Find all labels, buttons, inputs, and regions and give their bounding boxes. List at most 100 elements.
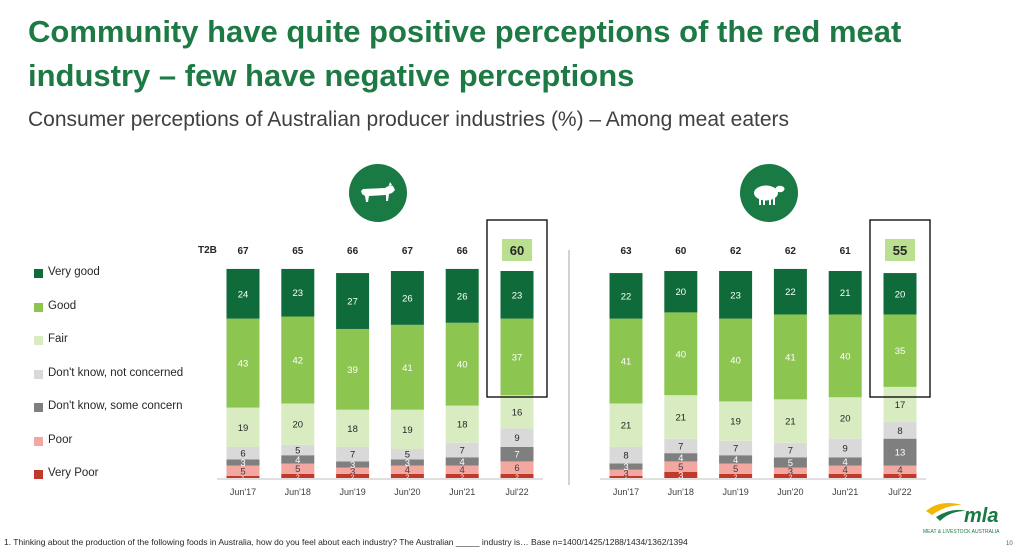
data-label: 4 xyxy=(733,455,738,466)
bar-segment xyxy=(390,324,424,410)
bar-segment xyxy=(773,467,807,474)
bar-segment xyxy=(609,318,643,404)
data-label: 3 xyxy=(350,466,355,477)
bar-segment xyxy=(828,314,862,398)
bar-segment xyxy=(828,457,862,466)
bar-segment xyxy=(773,314,807,400)
data-label: 18 xyxy=(347,424,358,435)
bar-segment xyxy=(883,422,917,439)
bar-segment xyxy=(883,386,917,423)
data-label: 2 xyxy=(843,474,847,481)
bar-segment xyxy=(719,401,753,441)
data-label: 8 xyxy=(623,451,628,462)
data-label: 2 xyxy=(788,474,792,481)
bar-segment xyxy=(445,322,479,406)
highlight-box xyxy=(869,219,931,398)
data-label: 21 xyxy=(676,412,687,423)
bar-segment xyxy=(664,461,698,472)
bar-segment xyxy=(719,271,753,319)
data-label: 18 xyxy=(457,420,468,431)
logo-text: mla xyxy=(964,505,999,527)
x-tick-label: Jun'20 xyxy=(394,487,420,497)
data-label: 5 xyxy=(733,464,738,475)
data-label: 22 xyxy=(785,287,796,298)
data-label: 35 xyxy=(895,346,906,357)
bar-segment xyxy=(500,395,534,429)
bar-segment xyxy=(609,475,643,478)
bar-segment xyxy=(719,440,753,456)
data-label: 5 xyxy=(678,462,683,473)
data-label: 5 xyxy=(295,464,300,475)
data-label: 23 xyxy=(293,288,304,299)
legend-swatch xyxy=(34,370,43,379)
data-label: 3 xyxy=(350,460,355,471)
legend-swatch xyxy=(34,437,43,446)
legend-label: Fair xyxy=(48,333,68,345)
bar-segment xyxy=(281,463,315,474)
data-label: 26 xyxy=(457,291,468,302)
data-label: 2 xyxy=(351,474,355,481)
data-label: 6 xyxy=(240,449,245,460)
bar-segment xyxy=(226,318,260,408)
bar-segment xyxy=(281,473,315,478)
data-label: 6 xyxy=(514,463,519,474)
bar-segment xyxy=(500,318,534,396)
page-number: 10 xyxy=(1006,541,1013,547)
highlight-box xyxy=(486,219,548,398)
bar-segment xyxy=(664,453,698,462)
legend-item-fair: Fair xyxy=(34,333,234,349)
data-label: 24 xyxy=(238,289,249,300)
bar-segment xyxy=(445,268,479,323)
data-label: 41 xyxy=(621,357,632,368)
x-tick-label: Jun'17 xyxy=(613,487,639,497)
bar-segment xyxy=(883,465,917,474)
bar-segment xyxy=(883,438,917,466)
bar-segment xyxy=(281,316,315,404)
x-tick-label: Jun'17 xyxy=(230,487,256,497)
bar-segment xyxy=(226,459,260,466)
x-tick-label: Jun'19 xyxy=(722,487,748,497)
bar-segment xyxy=(336,328,370,410)
bar-segment xyxy=(226,268,260,319)
legend-item-very-good: Very good xyxy=(34,266,234,282)
data-label: 9 xyxy=(514,433,519,444)
data-label: 40 xyxy=(457,360,468,371)
bar-segment xyxy=(664,312,698,396)
data-label: 3 xyxy=(405,458,410,469)
data-label: 13 xyxy=(895,448,906,459)
data-label: 3 xyxy=(623,462,628,473)
x-tick-label: Jun'21 xyxy=(832,487,858,497)
data-label: 23 xyxy=(512,290,523,301)
t2b-value: 65 xyxy=(292,246,304,257)
legend-label: Very good xyxy=(48,266,100,278)
bar-segment xyxy=(883,273,917,315)
data-label: 5 xyxy=(240,466,245,477)
legend-swatch xyxy=(34,336,43,345)
mla-logo: mla MEAT & LIVESTOCK AUSTRALIA xyxy=(918,497,1018,537)
page-subtitle: Consumer perceptions of Australian produ… xyxy=(28,108,790,131)
data-label: 40 xyxy=(676,349,687,360)
t2b-highlight xyxy=(885,239,915,261)
bar-segment xyxy=(609,463,643,470)
bar-segment xyxy=(719,318,753,402)
data-label: 40 xyxy=(840,351,851,362)
bar-segment xyxy=(500,271,534,319)
bar-segment xyxy=(445,442,479,458)
data-label: 4 xyxy=(460,457,465,468)
bar-segment xyxy=(336,467,370,474)
data-label: 41 xyxy=(402,363,413,374)
bar-segment xyxy=(883,314,917,387)
data-label: 22 xyxy=(621,291,632,302)
data-label: 9 xyxy=(843,443,848,454)
t2b-value: 61 xyxy=(840,246,852,257)
x-tick-label: Jun'20 xyxy=(777,487,803,497)
legend-label: Don't know, some concern xyxy=(48,400,183,412)
bar-segment xyxy=(390,473,424,478)
t2b-value: 67 xyxy=(237,246,249,257)
legend-item-good: Good xyxy=(34,300,234,316)
t2b-value: 60 xyxy=(675,246,687,257)
bar-segment xyxy=(445,457,479,466)
x-tick-label: Jul'22 xyxy=(505,487,528,497)
data-label: 21 xyxy=(840,288,851,299)
